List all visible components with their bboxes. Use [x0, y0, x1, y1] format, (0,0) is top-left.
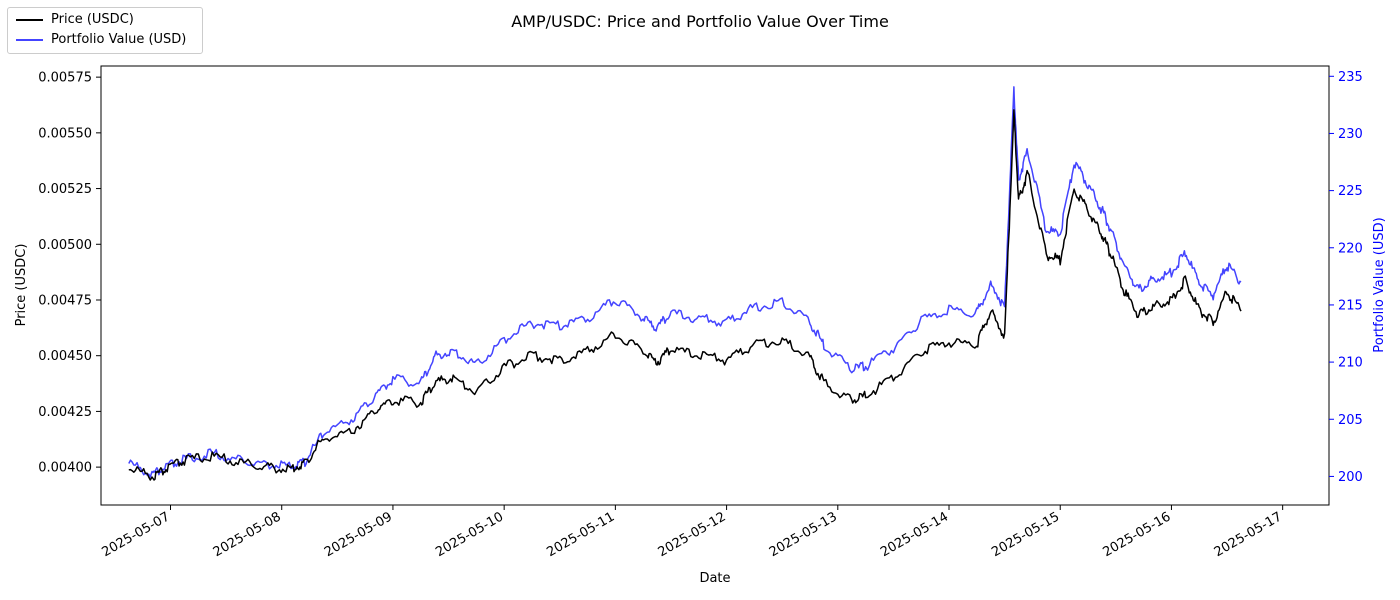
y-axis-left: 0.00400 0.00425 0.00450 0.00475 0.00500 0.005…: [38, 71, 101, 476]
y-tick-label: 0.00550: [38, 126, 92, 141]
x-tick-label: 2025-05-12: [656, 509, 729, 560]
y2-axis-label: Portfolio Value (USD): [1372, 217, 1387, 352]
x-axis: 2025-05-07 2025-05-08 2025-05-09 2025-05-10…: [100, 505, 1285, 560]
x-tick-label: 2025-05-16: [1101, 509, 1174, 560]
y-tick-label: 0.00575: [38, 71, 92, 86]
y2-tick-label: 235: [1338, 70, 1363, 85]
y-axis-right: 200 205 210 215 220 225 230 235: [1329, 70, 1363, 485]
x-tick-label: 2025-05-08: [211, 509, 284, 560]
legend-label-price: Price (USDC): [51, 12, 134, 27]
x-tick-label: 2025-05-17: [1212, 509, 1285, 560]
plot-area: [100, 65, 1330, 506]
y2-tick-label: 220: [1338, 241, 1363, 256]
y-tick-label: 0.00400: [38, 461, 92, 476]
x-tick-label: 2025-05-10: [433, 509, 506, 560]
plot-frame: [100, 65, 1330, 506]
x-tick-label: 2025-05-13: [767, 509, 840, 560]
chart-title: AMP/USDC: Price and Portfolio Value Over…: [511, 12, 889, 31]
legend-swatch-portfolio: [16, 39, 43, 41]
y-tick-label: 0.00475: [38, 293, 92, 308]
y-tick-label: 0.00500: [38, 238, 92, 253]
x-tick-label: 2025-05-11: [544, 509, 617, 560]
y2-tick-label: 200: [1338, 470, 1363, 485]
y2-tick-label: 230: [1338, 127, 1363, 142]
x-tick-label: 2025-05-09: [322, 509, 395, 560]
legend-swatch-price: [16, 19, 43, 21]
x-axis-label: Date: [699, 571, 730, 586]
series-line-portfolio: [128, 86, 1242, 478]
y-axis-label: Price (USDC): [14, 244, 29, 327]
y2-tick-label: 215: [1338, 298, 1363, 313]
x-tick-label: 2025-05-14: [878, 509, 951, 560]
y-tick-label: 0.00450: [38, 349, 92, 364]
y2-tick-label: 205: [1338, 413, 1363, 428]
x-tick-label: 2025-05-07: [100, 509, 173, 560]
legend-label-portfolio: Portfolio Value (USD): [51, 32, 187, 47]
x-tick-label: 2025-05-15: [989, 509, 1062, 560]
series-line-price: [128, 109, 1242, 481]
y-tick-label: 0.00425: [38, 405, 92, 420]
y2-tick-label: 225: [1338, 184, 1363, 199]
y2-tick-label: 210: [1338, 356, 1363, 371]
legend: Price (USDC) Portfolio Value (USD): [7, 7, 203, 54]
y-tick-label: 0.00525: [38, 182, 92, 197]
